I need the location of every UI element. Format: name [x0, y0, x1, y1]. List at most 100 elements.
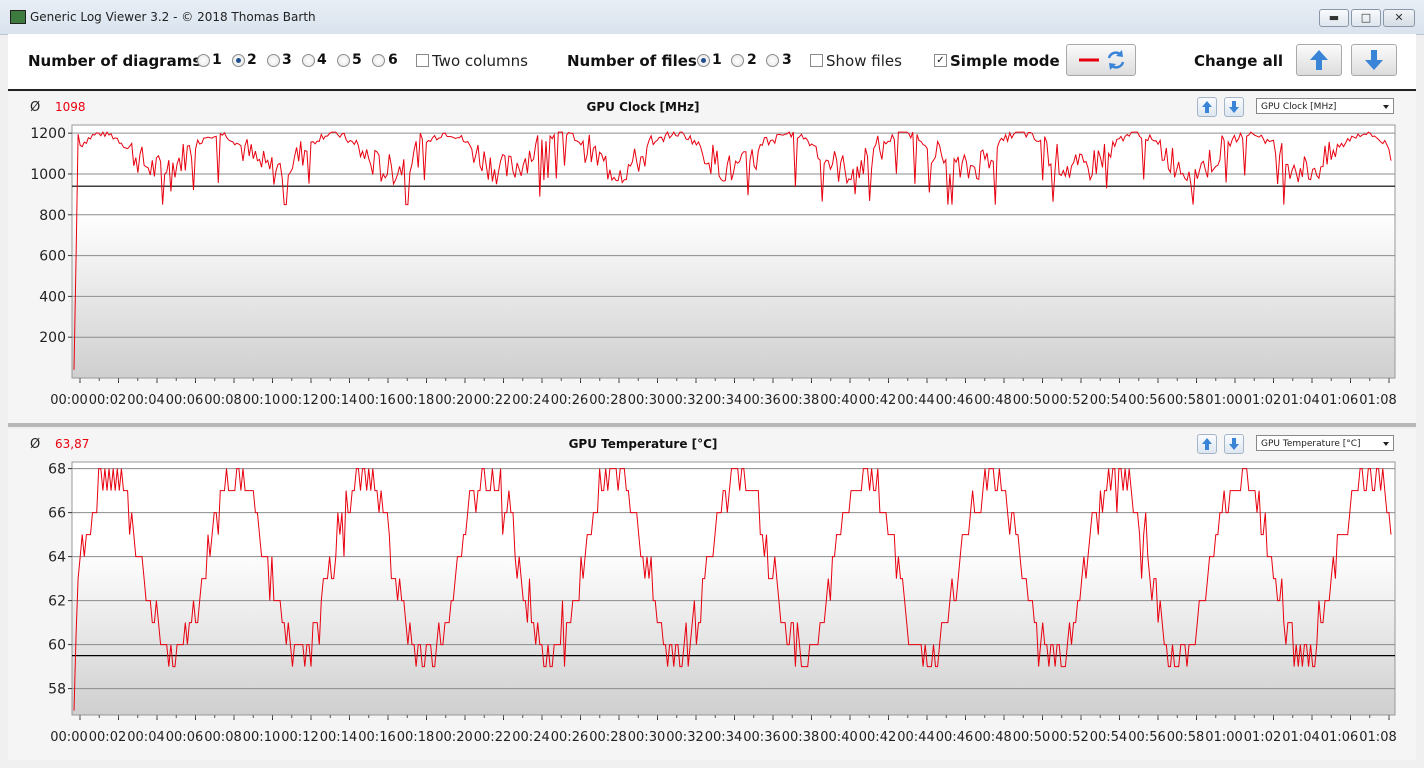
file-radio-1[interactable]	[697, 54, 710, 67]
arrow-up-icon	[1202, 101, 1212, 113]
x-tick-label: 00:08	[204, 393, 241, 408]
x-tick-label: 00:12	[281, 393, 318, 408]
diagram-radio-4-label: 4	[317, 52, 327, 68]
x-tick-label: 00:26	[551, 730, 588, 745]
x-tick-label: 00:36	[743, 730, 780, 745]
x-tick-label: 01:06	[1321, 730, 1358, 745]
diagram-radio-2[interactable]	[232, 54, 245, 67]
close-button[interactable]: ✕	[1383, 9, 1415, 27]
x-tick-label: 00:30	[628, 730, 665, 745]
plot-area	[71, 461, 1396, 716]
average-symbol: Ø	[30, 100, 40, 115]
y-tick-label: 1200	[30, 126, 66, 142]
diagram-radio-1[interactable]	[197, 54, 210, 67]
average-symbol: Ø	[30, 437, 40, 452]
x-tick-label: 00:02	[89, 393, 126, 408]
average-value: 1098	[55, 100, 86, 114]
minimize-button[interactable]: ▬	[1319, 9, 1349, 27]
show-files-checkbox[interactable]	[810, 54, 823, 67]
x-tick-label: 00:58	[1167, 730, 1204, 745]
y-tick-label: 66	[48, 506, 66, 522]
x-tick-label: 00:40	[820, 393, 857, 408]
x-tick-label: 00:18	[397, 393, 434, 408]
x-tick-label: 00:28	[589, 393, 626, 408]
line-refresh-icon	[1079, 50, 1125, 70]
x-tick-label: 00:32	[666, 393, 703, 408]
x-tick-label: 00:24	[512, 393, 549, 408]
x-tick-label: 00:02	[89, 730, 126, 745]
y-tick-label: 400	[39, 289, 66, 305]
x-tick-label: 00:26	[551, 393, 588, 408]
x-tick-label: 00:22	[474, 393, 511, 408]
x-tick-label: 00:12	[281, 730, 318, 745]
x-tick-label: 00:52	[1051, 730, 1088, 745]
x-tick-label: 00:38	[782, 393, 819, 408]
x-tick-label: 00:04	[127, 730, 164, 745]
maximize-button[interactable]: □	[1351, 9, 1381, 27]
two-columns-label: Two columns	[432, 52, 528, 70]
line-color-refresh-button[interactable]	[1066, 44, 1136, 76]
x-tick-label: 00:16	[358, 393, 395, 408]
x-tick-label: 01:08	[1359, 393, 1396, 408]
arrow-up-icon	[1202, 438, 1212, 450]
toolbar: Number of diagrams 1 2 3 4 5 6 Two colum…	[8, 34, 1416, 91]
x-tick-label: 00:50	[1013, 393, 1050, 408]
two-columns-checkbox[interactable]	[416, 54, 429, 67]
series-line	[73, 131, 1392, 370]
chart2-move-up-button[interactable]	[1197, 434, 1217, 454]
x-tick-label: 00:24	[512, 730, 549, 745]
y-tick-label: 200	[39, 330, 66, 346]
chart1-sensor-select[interactable]: GPU Clock [MHz]	[1256, 98, 1394, 114]
y-tick-label: 68	[48, 462, 66, 478]
diagram-radio-6[interactable]	[372, 54, 385, 67]
diagrams-label: Number of diagrams	[28, 52, 202, 70]
gpu-clock-chart-panel: Ø 1098 GPU Clock [MHz] 200 400 600 800 1000 1200…	[8, 92, 1416, 423]
file-radio-3[interactable]	[766, 54, 779, 67]
file-radio-2-label: 2	[747, 52, 757, 68]
chevron-down-icon	[1383, 105, 1389, 109]
y-tick-label: 64	[48, 550, 66, 566]
simple-mode-label: Simple mode	[950, 52, 1060, 70]
chart2-sensor-select[interactable]: GPU Temperature [°C]	[1256, 435, 1394, 451]
arrow-up-icon	[1310, 50, 1328, 70]
x-tick-label: 00:44	[897, 393, 934, 408]
x-tick-label: 00:22	[474, 730, 511, 745]
x-tick-label: 00:42	[859, 393, 896, 408]
x-tick-label: 00:56	[1128, 393, 1165, 408]
x-tick-label: 00:58	[1167, 393, 1204, 408]
x-tick-label: 00:10	[243, 730, 280, 745]
move-down-all-button[interactable]	[1351, 44, 1397, 76]
x-tick-label: 00:10	[243, 393, 280, 408]
x-tick-label: 00:34	[705, 730, 742, 745]
chart1-move-up-button[interactable]	[1197, 97, 1217, 117]
y-tick-label: 1000	[30, 167, 66, 183]
y-tick-label: 62	[48, 594, 66, 610]
x-tick-label: 01:08	[1359, 730, 1396, 745]
arrow-down-icon	[1365, 50, 1383, 70]
diagram-splitter[interactable]	[8, 423, 1416, 427]
title-bar: Generic Log Viewer 3.2 - © 2018 Thomas B…	[0, 0, 1424, 35]
chart1-move-down-button[interactable]	[1224, 97, 1244, 117]
chart-title: GPU Clock [MHz]	[587, 100, 700, 114]
move-up-all-button[interactable]	[1296, 44, 1342, 76]
x-tick-label: 00:30	[628, 393, 665, 408]
gpu-temperature-chart: Ø 63,87 GPU Temperature [°C] 58 60 62 64 66 68 00…	[30, 437, 1397, 745]
x-tick-label: 00:50	[1013, 730, 1050, 745]
diagram-radio-3[interactable]	[267, 54, 280, 67]
chart2-move-down-button[interactable]	[1224, 434, 1244, 454]
x-tick-label: 00:52	[1051, 393, 1088, 408]
show-files-label: Show files	[826, 52, 902, 70]
series-line	[73, 468, 1392, 711]
x-tick-label: 00:40	[820, 730, 857, 745]
diagram-radio-5[interactable]	[337, 54, 350, 67]
x-tick-label: 00:48	[974, 730, 1011, 745]
x-tick-label: 00:00	[50, 393, 87, 408]
change-all-label: Change all	[1194, 52, 1284, 70]
simple-mode-checkbox[interactable]: ✓	[934, 54, 947, 67]
x-tick-label: 00:04	[127, 393, 164, 408]
x-tick-label: 00:48	[974, 393, 1011, 408]
diagram-radio-4[interactable]	[302, 54, 315, 67]
file-radio-2[interactable]	[731, 54, 744, 67]
x-tick-label: 00:34	[705, 393, 742, 408]
y-tick-label: 800	[39, 208, 66, 224]
